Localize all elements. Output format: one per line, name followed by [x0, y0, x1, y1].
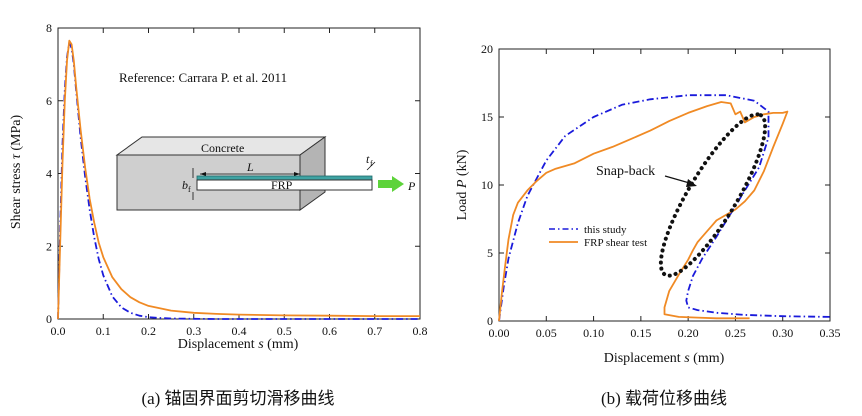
length-arrow-right [294, 172, 300, 176]
legend-label-frp-shear-test: FRP shear test [584, 237, 647, 249]
panel-a-y-axis-title-suffix: (MPa) [9, 115, 24, 155]
snap-back-label: Snap-back [596, 164, 655, 179]
panel-a-y-tick-label: 2 [46, 239, 52, 253]
width-subscript: f [188, 185, 191, 194]
snap-back-arrowhead [686, 179, 697, 187]
panel-b-x-tick-label: 0.20 [678, 326, 699, 340]
panel-b-x-tick-label: 0.35 [820, 326, 841, 340]
panel-a-x-tick-label: 0.3 [186, 324, 201, 338]
panel-a-x-tick-label: 0.6 [322, 324, 337, 338]
snap-back-ellipse [658, 112, 768, 278]
panel-a-x-axis-title-prefix: Displacement [178, 337, 258, 352]
panel-a-y-axis-title-var: τ [9, 153, 24, 159]
length-label: L [246, 160, 254, 174]
frp-label: FRP [271, 178, 293, 192]
panel-a-x-tick-label: 0.7 [367, 324, 382, 338]
concrete-label: Concrete [201, 141, 244, 155]
panel-a-y-tick-label: 8 [46, 21, 52, 35]
panel-b-y-axis-title-prefix: Load [455, 188, 470, 220]
panel-b-y-tick-label: 15 [481, 110, 493, 124]
panel-a-plot: 0.0 0.1 0.2 0.3 0.4 0.5 0.6 0.7 0.8 0 2 4 6 8 [46, 21, 428, 338]
panel-a-x-tick-label: 0.0 [51, 324, 66, 338]
panel-a-x-axis-title-var: s [258, 337, 264, 352]
legend: this study FRP shear test [549, 224, 647, 249]
panel-a-y-axis-title-prefix: Shear stress [9, 159, 24, 229]
panel-a-y-axis-title: Shear stress τ (MPa) [9, 115, 24, 230]
panel-b-y-tick-label: 5 [487, 246, 493, 260]
panel-a-series-reference [57, 39, 420, 320]
panel-b-x-axis-title-var: s [684, 351, 690, 366]
panel-a-x-tick-label: 0.1 [96, 324, 111, 338]
thickness-label: t [366, 152, 370, 166]
frp-bond-schematic: Concrete FRP L b f t f P [115, 136, 416, 211]
panel-b-series-this-study [498, 94, 831, 322]
panel-a-caption: (a) 锚固界面剪切滑移曲线 [141, 389, 334, 408]
panel-b-x-tick-label: 0.25 [725, 326, 746, 340]
panel-b-plot: 0.00 0.05 0.10 0.15 0.20 0.25 0.30 0.35 0 5 10 15 20 [481, 42, 841, 340]
panel-a: 0.0 0.1 0.2 0.3 0.4 0.5 0.6 0.7 0.8 0 2 4 6 8 Concret… [9, 21, 428, 408]
panel-a-x-tick-label: 0.4 [232, 324, 247, 338]
panel-a-y-tick-label: 4 [46, 167, 52, 181]
panel-b: 0.00 0.05 0.10 0.15 0.20 0.25 0.30 0.35 0 5 10 15 20… [455, 42, 841, 408]
panel-b-y-axis-title-var: P [455, 179, 470, 189]
panel-b-series-frp-shear-test [498, 101, 789, 322]
panel-b-x-tick-label: 0.30 [772, 326, 793, 340]
panel-a-x-tick-label: 0.2 [141, 324, 156, 338]
panel-b-x-tick-label: 0.05 [536, 326, 557, 340]
panel-a-x-axis-title-suffix: (mm) [264, 337, 299, 352]
legend-label-this-study: this study [584, 224, 627, 236]
panel-b-y-axis-title-suffix: (kN) [455, 149, 470, 179]
panel-b-y-tick-label: 20 [481, 42, 493, 56]
panel-b-y-axis-title: Load P (kN) [455, 149, 470, 220]
load-arrow-icon [378, 176, 404, 192]
width-label: b [182, 178, 188, 192]
frp-strip [196, 179, 373, 191]
thickness-pointer [366, 161, 376, 171]
reference-annotation: Reference: Carrara P. et al. 2011 [119, 70, 287, 85]
length-arrow-left [200, 172, 206, 176]
panel-b-x-tick-label: 0.00 [489, 326, 510, 340]
panel-b-y-tick-label: 10 [481, 178, 493, 192]
panel-a-x-tick-label: 0.5 [277, 324, 292, 338]
panel-b-x-tick-label: 0.10 [583, 326, 604, 340]
load-label: P [407, 179, 416, 193]
panel-b-y-tick-label: 0 [487, 314, 493, 328]
panel-b-x-axis-title-prefix: Displacement [604, 351, 684, 366]
panel-a-x-axis-title: Displacement s (mm) [178, 337, 299, 352]
panel-a-y-tick-label: 0 [46, 312, 52, 326]
panel-a-y-tick-label: 6 [46, 94, 52, 108]
panel-b-x-axis-title: Displacement s (mm) [604, 351, 725, 366]
panel-b-x-axis-title-suffix: (mm) [690, 351, 725, 366]
panel-b-plot-frame [498, 48, 831, 322]
panel-b-x-tick-label: 0.15 [630, 326, 651, 340]
thickness-subscript: f [370, 159, 373, 168]
panel-b-caption: (b) 载荷位移曲线 [601, 389, 727, 408]
panel-a-x-tick-label: 0.8 [413, 324, 428, 338]
